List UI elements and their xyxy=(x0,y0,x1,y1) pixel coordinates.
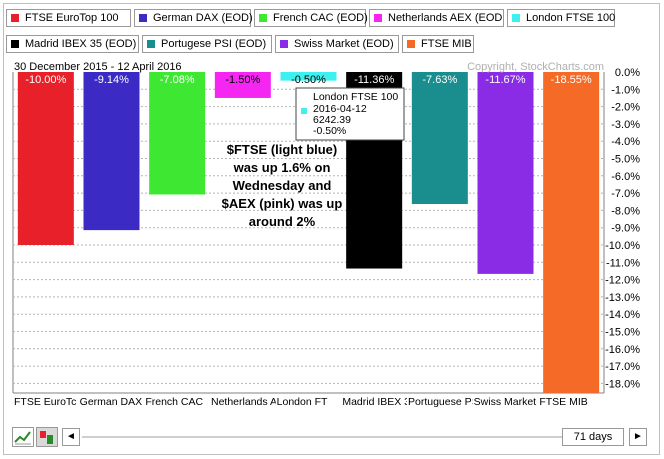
tooltip-swatch xyxy=(301,108,307,114)
y-tick-label: -7.0% xyxy=(611,188,640,200)
days-label: 71 days xyxy=(574,431,613,443)
line-chart-toggle[interactable] xyxy=(12,427,34,447)
y-tick-label: -10.0% xyxy=(605,240,640,252)
y-tick-label: -3.0% xyxy=(611,119,640,131)
y-tick-label: -9.0% xyxy=(611,223,640,235)
y-tick-label: -2.0% xyxy=(611,102,640,114)
date-range-label: 30 December 2015 - 12 April 2016 xyxy=(14,61,182,73)
perf-chart-toggle[interactable] xyxy=(36,427,58,447)
y-tick-label: -14.0% xyxy=(605,309,640,321)
annotation-line: was up 1.6% on xyxy=(233,160,331,175)
scroll-handle[interactable]: 71 days xyxy=(562,428,624,446)
scroll-left-button[interactable]: ◄ xyxy=(62,428,80,446)
copyright-label: Copyright, StockCharts.com xyxy=(467,61,604,73)
bar-value-label: -18.55% xyxy=(551,74,592,86)
bar xyxy=(149,72,205,194)
tooltip-change: -0.50% xyxy=(313,125,346,137)
y-tick-label: -1.0% xyxy=(611,84,640,96)
bar xyxy=(18,72,74,245)
annotation-line: $FTSE (light blue) xyxy=(227,142,338,157)
tooltip: London FTSE 100 2016-04-12 6242.39 -0.50… xyxy=(296,88,404,140)
category-label: German DAX ( xyxy=(80,396,149,408)
y-tick-label: -15.0% xyxy=(605,327,640,339)
scroll-right-button[interactable]: ► xyxy=(629,428,647,446)
y-tick-label: -8.0% xyxy=(611,205,640,217)
bar xyxy=(478,72,534,274)
category-label: London FT xyxy=(277,396,328,408)
category-label: French CAC xyxy=(145,396,203,408)
bar-value-label: -0.50% xyxy=(291,74,326,86)
tooltip-name: London FTSE 100 xyxy=(313,91,398,103)
y-tick-label: -17.0% xyxy=(605,361,640,373)
y-tick-label: -5.0% xyxy=(611,154,640,166)
y-tick-label: -11.0% xyxy=(606,257,640,269)
annotation-text: $FTSE (light blue) was up 1.6% on Wednesda… xyxy=(222,142,343,229)
bar-value-label: -11.67% xyxy=(485,74,525,86)
line-chart-icon xyxy=(13,428,33,446)
bar xyxy=(543,72,599,393)
category-label: Netherlands AE xyxy=(211,396,284,408)
category-label: Madrid IBEX 3 xyxy=(342,396,410,408)
bar-value-label: -9.14% xyxy=(94,74,129,86)
bar-value-label: -7.63% xyxy=(422,74,457,86)
left-arrow-icon: ◄ xyxy=(66,431,76,442)
bar xyxy=(84,72,140,230)
scroll-track[interactable] xyxy=(82,436,562,438)
y-tick-label: -12.0% xyxy=(605,275,640,287)
right-arrow-icon: ► xyxy=(633,431,643,442)
category-label: FTSE EuroTc xyxy=(14,396,76,408)
bar-value-label: -10.00% xyxy=(25,74,66,86)
category-label: Portuguese PS xyxy=(408,396,479,408)
y-tick-label: -4.0% xyxy=(611,136,640,148)
bar-value-label: -7.08% xyxy=(160,74,195,86)
annotation-line: around 2% xyxy=(249,214,316,229)
bar xyxy=(412,72,468,204)
y-tick-label: -13.0% xyxy=(605,292,640,304)
y-tick-label: -6.0% xyxy=(611,171,640,183)
y-tick-label: -18.0% xyxy=(605,378,640,390)
annotation-line: $AEX (pink) was up xyxy=(222,196,343,211)
category-label: FTSE MIB xyxy=(539,396,587,408)
bar-value-label: -1.50% xyxy=(225,74,260,86)
annotation-line: Wednesday and xyxy=(233,178,332,193)
y-tick-label: 0.0% xyxy=(615,67,640,79)
bar-value-label: -11.36% xyxy=(354,74,394,86)
bar-chart-icon xyxy=(37,428,57,446)
y-tick-label: -16.0% xyxy=(605,344,640,356)
